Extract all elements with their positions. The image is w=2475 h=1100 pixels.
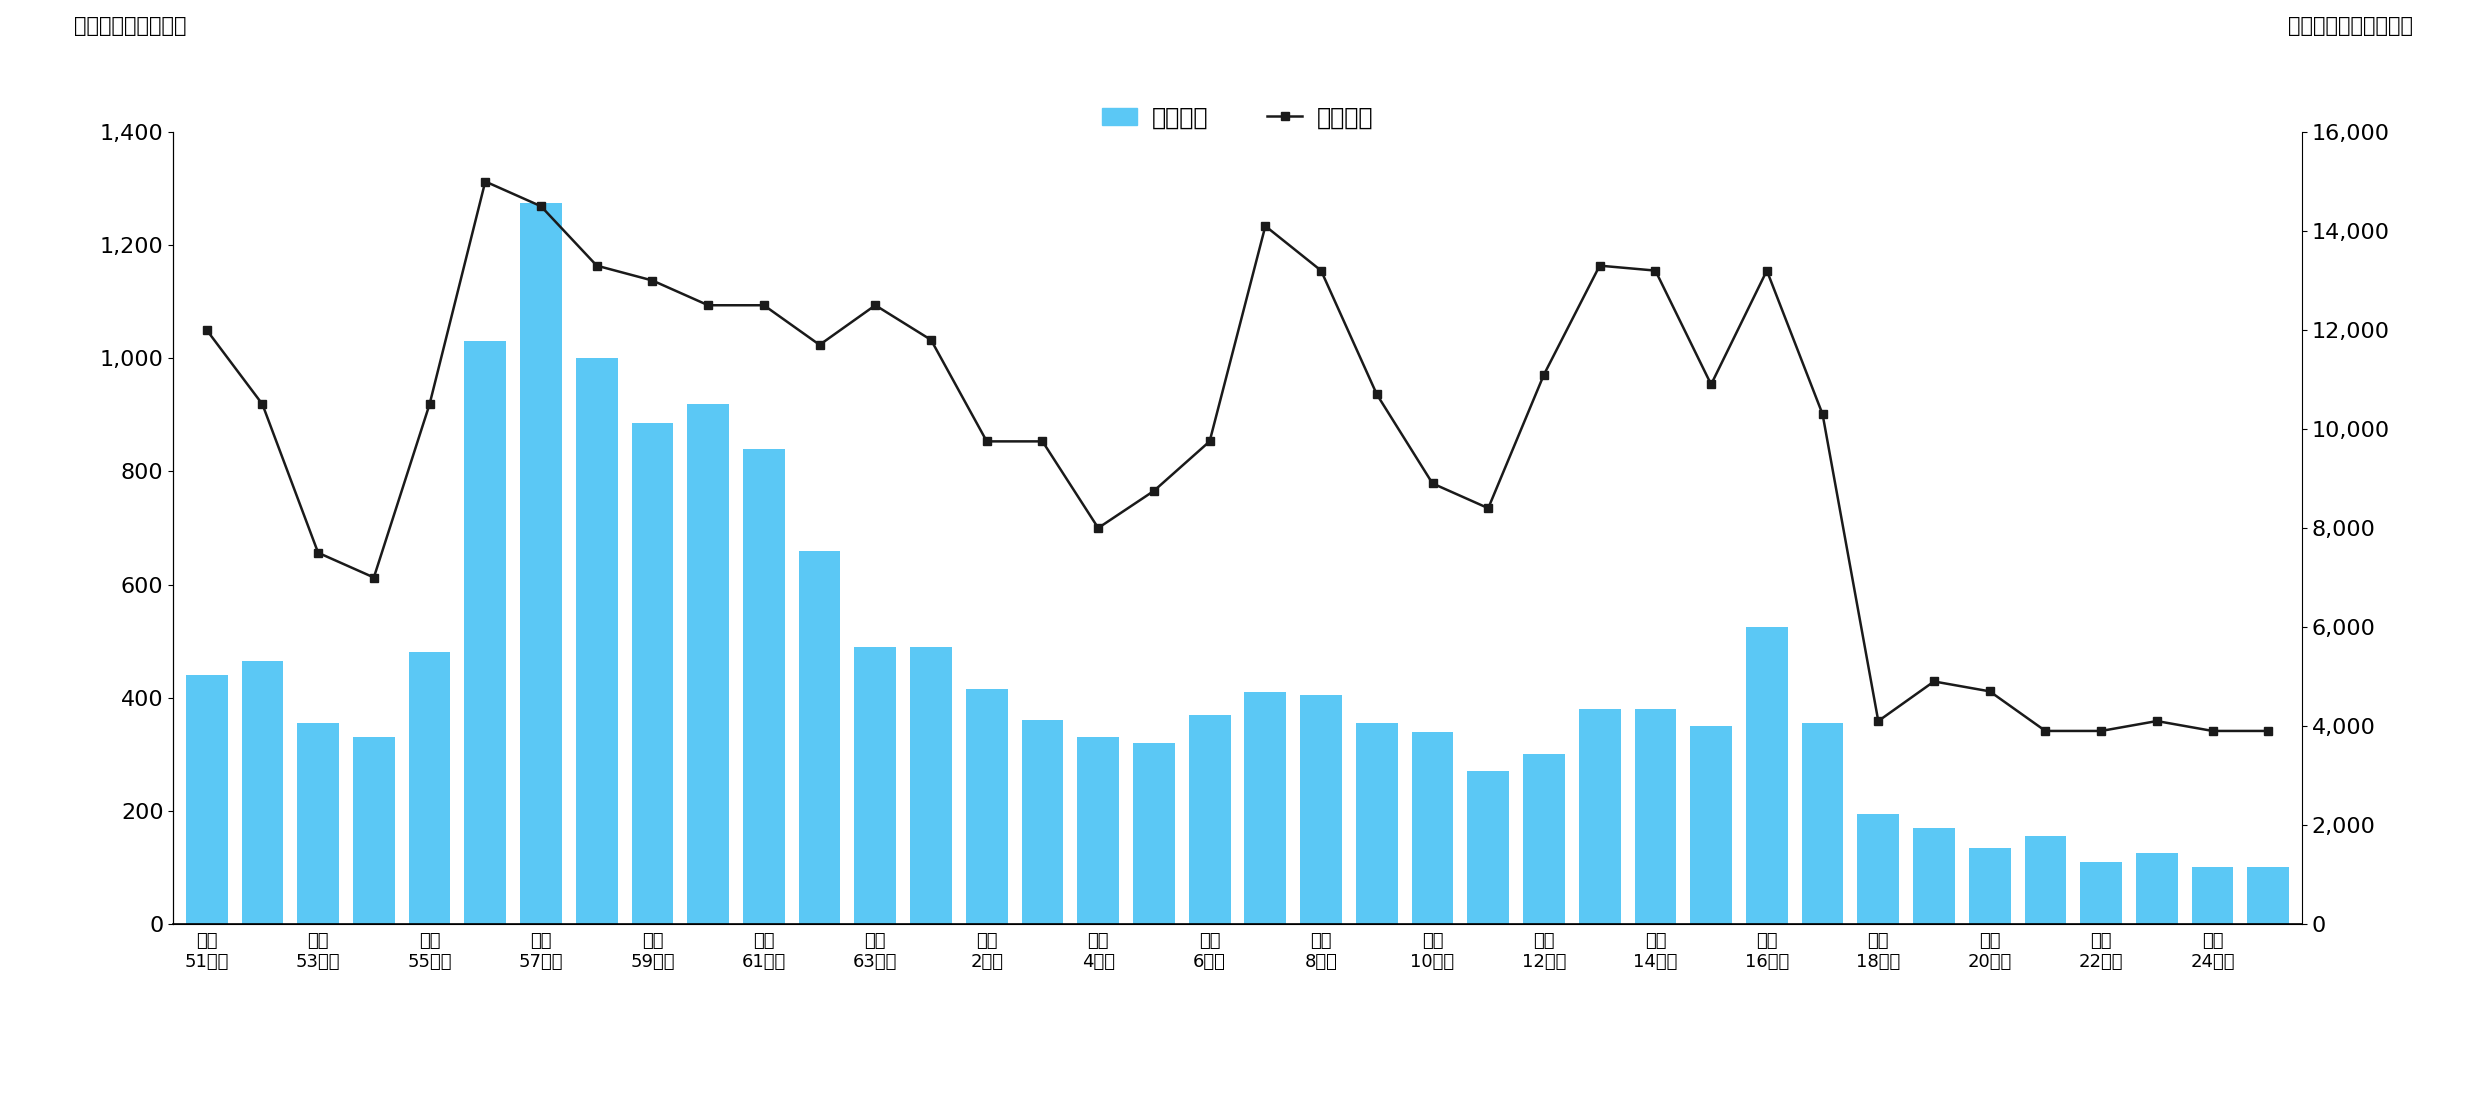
Bar — [1134, 742, 1176, 924]
Bar — [1356, 723, 1398, 924]
Bar — [2193, 868, 2232, 924]
Bar — [408, 652, 450, 924]
Bar — [742, 449, 785, 924]
Bar — [297, 723, 339, 924]
Legend: 利用件数, 利用者数: 利用件数, 利用者数 — [1091, 97, 1384, 140]
Bar — [1856, 814, 1898, 924]
Bar — [1968, 848, 2010, 924]
Bar — [911, 647, 953, 924]
Bar — [2081, 861, 2121, 924]
Bar — [354, 737, 394, 924]
Text: （単位：人・折れ線）: （単位：人・折れ線） — [2287, 16, 2413, 36]
Bar — [1634, 710, 1676, 924]
Bar — [1022, 720, 1064, 924]
Bar — [577, 359, 619, 924]
Bar — [1468, 771, 1510, 924]
Bar — [965, 690, 1007, 924]
Bar — [520, 202, 562, 924]
Text: （単位：件・縦棒）: （単位：件・縦棒） — [74, 16, 186, 36]
Bar — [1077, 737, 1119, 924]
Bar — [1579, 710, 1621, 924]
Bar — [1411, 732, 1453, 924]
Bar — [631, 424, 673, 924]
Bar — [1690, 726, 1732, 924]
Bar — [1522, 755, 1564, 924]
Bar — [243, 661, 282, 924]
Bar — [2025, 836, 2067, 924]
Bar — [1245, 692, 1287, 924]
Bar — [1802, 723, 1844, 924]
Bar — [186, 675, 228, 924]
Bar — [2136, 854, 2178, 924]
Bar — [1745, 627, 1787, 924]
Bar — [1299, 695, 1341, 924]
Bar — [2247, 868, 2289, 924]
Bar — [465, 341, 507, 924]
Bar — [688, 404, 730, 924]
Bar — [1188, 715, 1230, 924]
Bar — [854, 647, 896, 924]
Bar — [799, 551, 842, 924]
Bar — [1913, 828, 1955, 924]
